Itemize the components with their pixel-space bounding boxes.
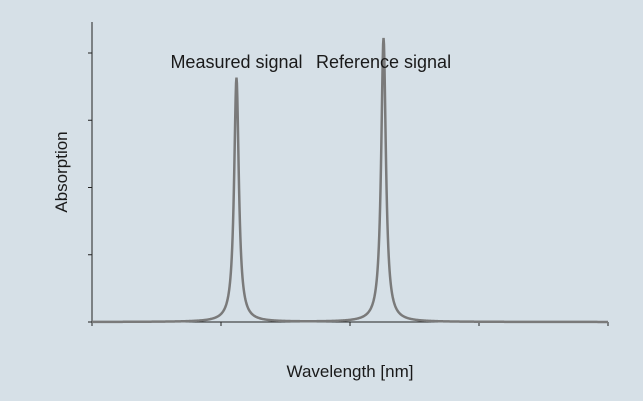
annotation-measured-signal: Measured signal (170, 52, 302, 72)
absorption-series-line (92, 37, 608, 324)
y-axis-title: Absorption (52, 131, 71, 212)
y-axis-ticks (88, 52, 92, 323)
x-axis-title: Wavelength [nm] (287, 362, 414, 381)
annotation-reference-signal: Reference signal (316, 52, 451, 72)
